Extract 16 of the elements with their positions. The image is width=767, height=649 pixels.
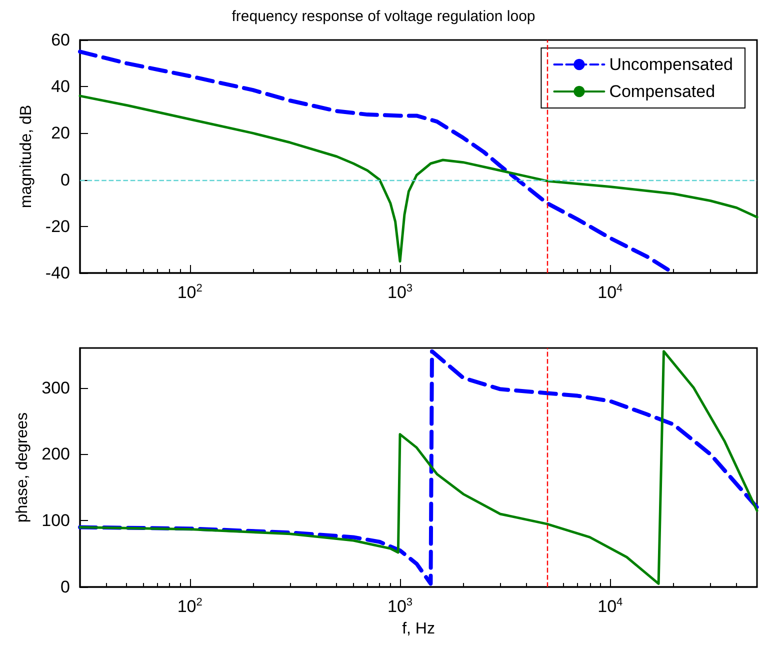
y-tick-label: 40 bbox=[51, 77, 70, 96]
y-tick-label: 200 bbox=[42, 444, 70, 464]
y-tick-label: 0 bbox=[60, 170, 70, 190]
y-tick-label: 60 bbox=[51, 30, 70, 50]
legend-label: Compensated bbox=[609, 82, 716, 101]
x-axis-title: f, Hz bbox=[402, 620, 435, 638]
y-tick-label: 100 bbox=[42, 511, 70, 530]
chart-title: frequency response of voltage regulation loop bbox=[232, 8, 536, 25]
y-axis-title: magnitude, dB bbox=[18, 104, 36, 208]
y-tick-label: -20 bbox=[45, 216, 70, 236]
y-tick-label: 20 bbox=[51, 124, 70, 143]
y-axis-title: phase, degrees bbox=[14, 412, 32, 523]
y-tick-label: 300 bbox=[42, 378, 70, 398]
y-tick-label: 0 bbox=[60, 578, 70, 596]
legend-label: Uncompensated bbox=[609, 55, 734, 74]
y-tick-label: -40 bbox=[45, 264, 70, 282]
